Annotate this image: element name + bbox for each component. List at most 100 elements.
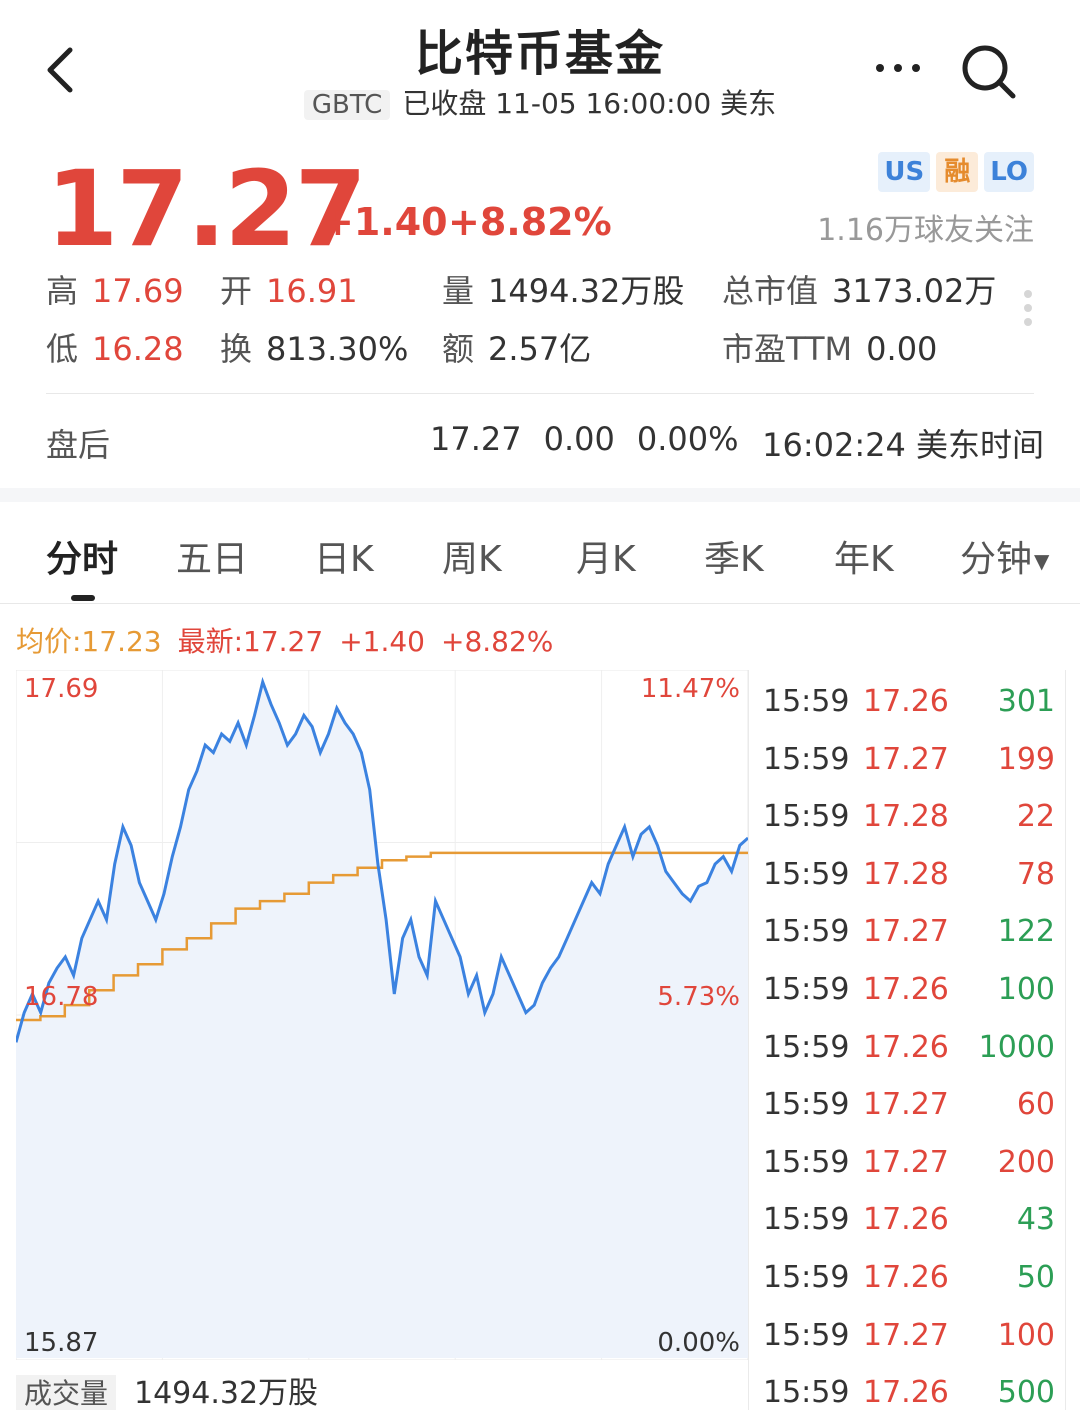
legend-change-percent: +8.82%	[441, 625, 554, 658]
followers-count[interactable]: 1.16万球友关注	[817, 213, 1034, 248]
trade-time: 15:59	[763, 1375, 850, 1410]
trade-price: 17.27	[863, 1144, 949, 1180]
tab-weekly-k[interactable]: 周K	[442, 539, 502, 580]
trade-time: 15:59	[763, 1260, 850, 1295]
after-hours-percent: 0.00%	[636, 420, 739, 458]
intraday-chart-svg	[16, 670, 748, 1360]
pct-axis-low: 0.00%	[657, 1328, 740, 1358]
trade-volume: 43	[1016, 1202, 1055, 1238]
chart-legend: 均价:17.23 最新:17.27 +1.40 +8.82%	[16, 620, 553, 660]
y-axis-mid: 16.78	[24, 982, 99, 1012]
trade-row: 15:59 17.27 122	[749, 914, 1067, 971]
trade-time: 15:59	[763, 1202, 850, 1238]
volume-label[interactable]: 成交量	[16, 1375, 117, 1410]
y-axis-high: 17.69	[24, 674, 99, 704]
stat-open-label: 开	[220, 272, 253, 310]
stat-market-cap: 总市值 3173.02万	[722, 266, 996, 312]
trade-price: 17.26	[863, 1029, 949, 1065]
more-stats-handle[interactable]	[1022, 290, 1034, 338]
more-icon[interactable]	[868, 46, 928, 90]
trade-row: 15:59 17.26 43	[749, 1202, 1067, 1259]
trade-volume: 50	[1016, 1260, 1055, 1295]
trade-volume: 60	[1016, 1087, 1055, 1123]
stat-low-label: 低	[46, 330, 79, 368]
stat-volume: 量 1494.32万股	[442, 266, 684, 312]
trade-price: 17.28	[863, 856, 949, 892]
top-bar: 比特币基金 GBTC 已收盘 11-05 16:00:00 美东	[0, 0, 1080, 140]
stat-volume-value: 1494.32万股	[488, 272, 685, 310]
stat-pe-label: 市盈TTM	[722, 330, 853, 368]
stat-turnover: 换 813.30%	[220, 324, 408, 370]
after-hours-time: 16:02:24 美东时间	[762, 426, 1044, 464]
tab-monthly-k[interactable]: 月K	[576, 539, 636, 580]
trade-time: 15:59	[763, 1317, 850, 1353]
divider	[0, 603, 1080, 604]
back-icon[interactable]	[38, 42, 88, 98]
stat-pe: 市盈TTM 0.00	[722, 324, 937, 370]
y-axis-low: 15.87	[24, 1328, 99, 1358]
trade-price: 17.26	[863, 1202, 949, 1238]
trade-time: 15:59	[763, 972, 850, 1007]
trade-row: 15:59 17.26 500	[749, 1375, 1067, 1410]
trade-time: 15:59	[763, 856, 850, 892]
trade-row: 15:59 17.27 200	[749, 1145, 1067, 1202]
tab-minute-label: 分钟	[960, 539, 1033, 580]
tab-yearly-k[interactable]: 年K	[834, 539, 894, 580]
trade-price: 17.27	[863, 1317, 949, 1353]
trade-time: 15:59	[763, 1029, 850, 1065]
margin-badge[interactable]: 融	[936, 152, 979, 192]
trade-price: 17.27	[863, 914, 949, 950]
trade-price: 17.27	[863, 1087, 949, 1123]
trade-volume: 500	[997, 1375, 1055, 1410]
stat-open: 开 16.91	[220, 266, 358, 312]
trade-volume: 78	[1016, 856, 1055, 892]
intraday-chart[interactable]: 17.69 16.78 15.87 11.47% 5.73% 0.00%	[16, 670, 748, 1360]
stat-open-value: 16.91	[266, 272, 358, 310]
trade-ticker-list[interactable]: 15:59 17.26 301 15:59 17.27 199 15:59 17.28 22 15…	[748, 670, 1066, 1410]
section-separator	[0, 488, 1080, 502]
ticker-chip: GBTC	[303, 90, 391, 120]
tab-minute[interactable]: 分钟 ▼	[960, 530, 1049, 582]
trade-row: 15:59 17.27 60	[749, 1087, 1067, 1144]
level-badge[interactable]: LO	[984, 152, 1034, 192]
trade-volume: 22	[1016, 799, 1055, 835]
last-price: 17.27	[46, 148, 367, 270]
trade-row: 15:59 17.26 100	[749, 972, 1067, 1029]
stat-amount-label: 额	[442, 330, 475, 368]
trade-row: 15:59 17.26 301	[749, 684, 1067, 741]
after-hours-label: 盘后	[46, 426, 111, 464]
tab-quarterly-k[interactable]: 季K	[704, 539, 764, 580]
caret-down-icon: ▼	[1034, 549, 1050, 573]
tab-five-day[interactable]: 五日	[176, 539, 249, 580]
trade-time: 15:59	[763, 914, 850, 950]
stat-market-cap-label: 总市值	[722, 272, 819, 310]
stat-low: 低 16.28	[46, 324, 184, 370]
after-hours-values: 17.27 0.00 0.00%	[430, 420, 761, 458]
trade-time: 15:59	[763, 684, 850, 719]
stat-amount: 额 2.57亿	[442, 324, 591, 370]
page-title: 比特币基金	[414, 26, 665, 82]
trade-price: 17.27	[863, 741, 949, 777]
trade-volume: 100	[997, 1317, 1055, 1353]
tab-intraday[interactable]: 分时	[46, 539, 119, 580]
trade-volume: 100	[997, 972, 1055, 1007]
trade-time: 15:59	[763, 1087, 850, 1123]
search-icon[interactable]	[955, 38, 1021, 104]
trade-row: 15:59 17.28 22	[749, 799, 1067, 856]
trade-time: 15:59	[763, 741, 850, 777]
after-hours-change: 0.00	[543, 420, 615, 458]
active-tab-indicator	[71, 595, 95, 601]
trade-row: 15:59 17.27 199	[749, 742, 1067, 799]
stat-high: 高 17.69	[46, 266, 184, 312]
divider	[46, 393, 1034, 394]
trade-time: 15:59	[763, 1144, 850, 1180]
stat-pe-value: 0.00	[866, 330, 938, 368]
tab-daily-k[interactable]: 日K	[314, 539, 374, 580]
trade-volume: 301	[997, 684, 1055, 719]
average-price-line	[16, 851, 748, 1022]
volume-value: 1494.32万股	[134, 1376, 319, 1410]
pct-axis-mid: 5.73%	[657, 982, 740, 1012]
stat-high-label: 高	[46, 272, 79, 310]
stat-turnover-label: 换	[220, 330, 253, 368]
us-market-badge[interactable]: US	[878, 152, 931, 192]
